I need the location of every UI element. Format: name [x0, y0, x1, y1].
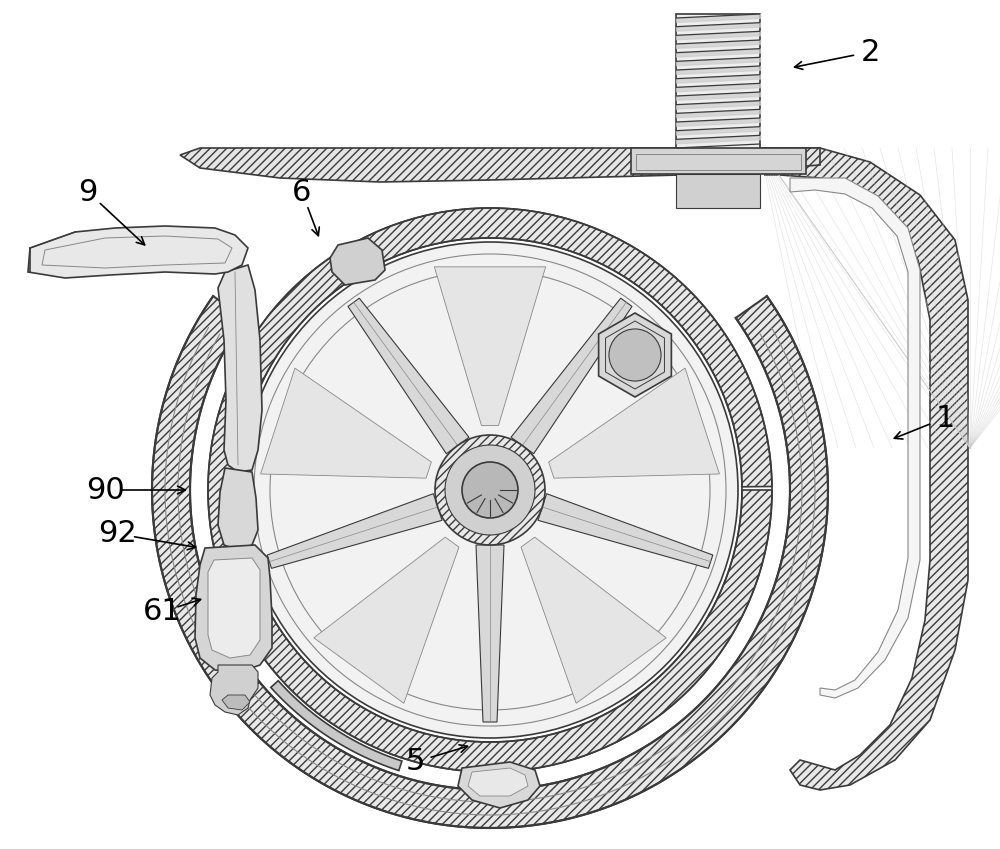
Polygon shape: [765, 148, 968, 790]
Polygon shape: [330, 238, 385, 285]
Text: 9: 9: [78, 177, 98, 206]
Polygon shape: [218, 265, 262, 472]
Polygon shape: [195, 545, 272, 672]
Text: 6: 6: [292, 177, 312, 206]
Polygon shape: [434, 267, 546, 425]
Polygon shape: [314, 537, 459, 703]
Polygon shape: [180, 148, 820, 182]
Polygon shape: [210, 665, 258, 715]
Polygon shape: [790, 178, 920, 698]
Bar: [631, 148, 806, 174]
Polygon shape: [261, 368, 431, 478]
Polygon shape: [549, 368, 719, 478]
Text: 5: 5: [405, 747, 425, 777]
Polygon shape: [458, 762, 540, 808]
Bar: [676, 14, 760, 152]
Polygon shape: [538, 493, 713, 568]
Text: 92: 92: [99, 520, 137, 548]
Text: 90: 90: [86, 475, 124, 504]
Text: 2: 2: [860, 37, 880, 66]
Polygon shape: [511, 298, 632, 453]
Polygon shape: [218, 468, 258, 550]
Circle shape: [242, 242, 738, 738]
Polygon shape: [208, 208, 772, 772]
Polygon shape: [348, 298, 469, 453]
Text: 61: 61: [143, 598, 181, 627]
Polygon shape: [152, 296, 828, 828]
Polygon shape: [521, 537, 666, 703]
Circle shape: [445, 445, 535, 535]
Polygon shape: [208, 558, 260, 658]
Polygon shape: [28, 226, 248, 278]
Text: 1: 1: [935, 403, 955, 432]
Polygon shape: [599, 313, 671, 397]
Circle shape: [435, 435, 545, 545]
Polygon shape: [468, 768, 528, 796]
Polygon shape: [476, 545, 504, 722]
Polygon shape: [222, 695, 250, 710]
Circle shape: [462, 462, 518, 518]
Bar: [636, 154, 800, 170]
Polygon shape: [271, 681, 402, 771]
Polygon shape: [676, 174, 760, 208]
Circle shape: [609, 329, 661, 381]
Polygon shape: [267, 493, 442, 568]
